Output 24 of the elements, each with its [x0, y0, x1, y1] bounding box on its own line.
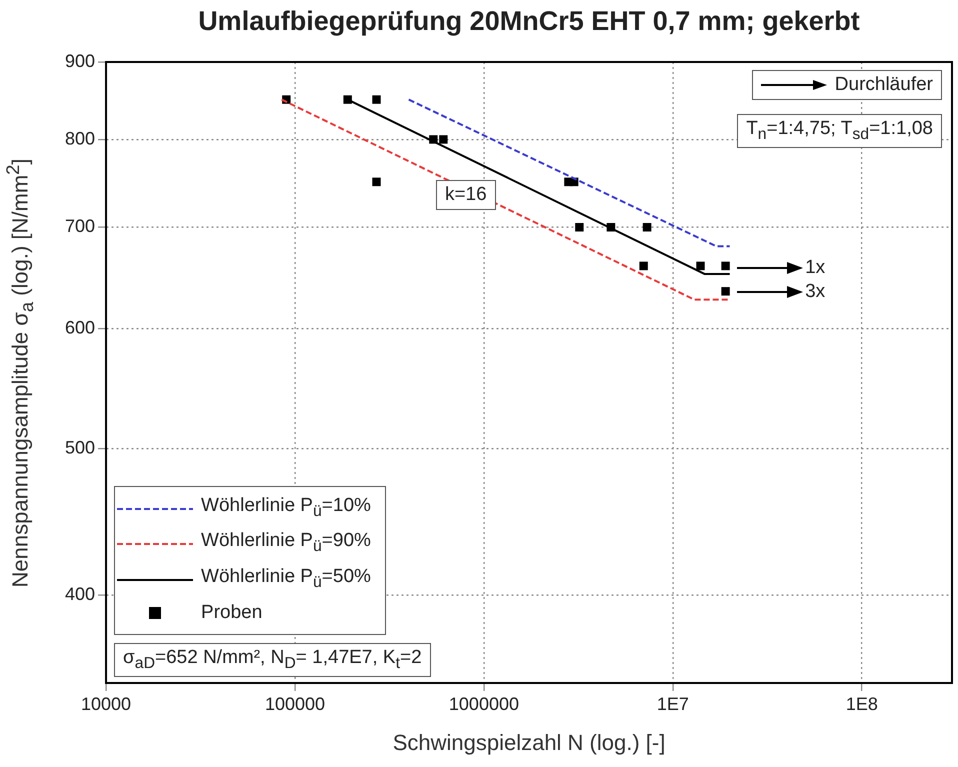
- y-tick-label: 700: [64, 216, 96, 236]
- y-tick-label: 900: [64, 50, 96, 71]
- annotation: 1x: [805, 257, 826, 280]
- annotation: 3x: [805, 281, 826, 304]
- chart-title: Umlaufbiegeprüfung 20MnCr5 EHT 0,7 mm; gekerbt: [197, 6, 861, 37]
- y-tick-label: 500: [64, 437, 96, 458]
- annotation: Durchläufer: [834, 74, 933, 96]
- y-tick-label: 400: [64, 584, 96, 604]
- annotation: k=16: [444, 184, 487, 206]
- x-tick-label: 1E8: [846, 694, 878, 714]
- key-box: Durchläufer: [752, 70, 942, 100]
- x-tick-label: 10000: [81, 694, 132, 714]
- x-tick-label: 1000000: [448, 694, 519, 714]
- legend-label: Proben: [201, 601, 262, 625]
- x-tick-label: 100000: [264, 694, 326, 714]
- annotation: σ$_{aD}$=652 N/mm², N$_{D}$= 1,47E7, K$_{t}$=2: [123, 647, 422, 673]
- y-tick-label: 800: [64, 128, 96, 148]
- legend-label: Wöhlerlinie P$_{ü}$=10%: [201, 494, 371, 522]
- y-tick-label: 600: [64, 318, 96, 338]
- annotation: T$_{n}$=1:4,75; T$_{sd}$=1:1,08: [746, 118, 933, 144]
- x-tick-label: 1E7: [656, 694, 689, 714]
- x-axis-title: Schwingspielzahl N (log.) [-]: [392, 730, 666, 755]
- legend-label: Wöhlerlinie P$_{ü}$=50%: [201, 565, 371, 593]
- legend-label: Wöhlerlinie P$_{ü}$=90%: [201, 529, 371, 558]
